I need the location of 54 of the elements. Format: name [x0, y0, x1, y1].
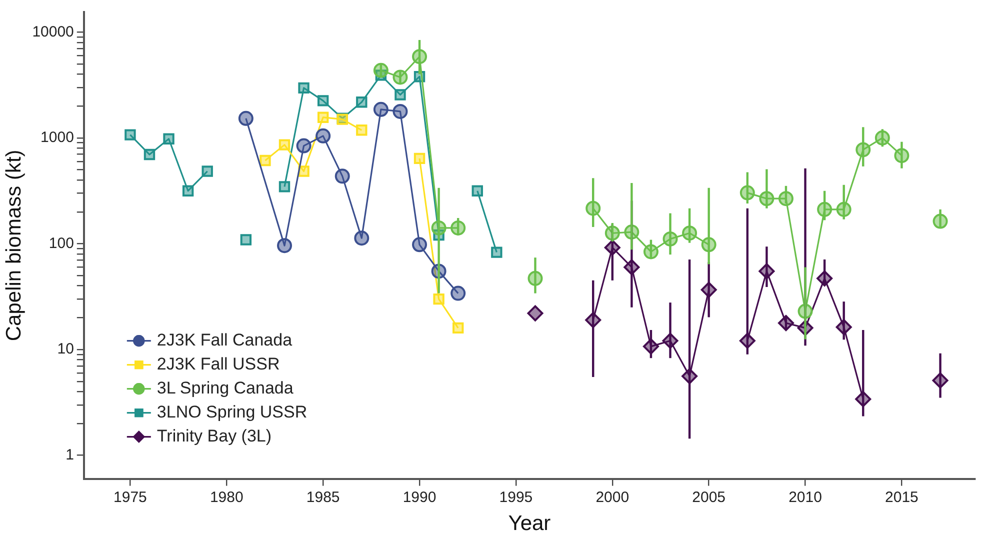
- x-tick-label: 2005: [692, 488, 726, 506]
- y-tick-label: 1000: [40, 129, 74, 146]
- point: [412, 237, 428, 252]
- point: [278, 139, 290, 150]
- y-tick-label: 10000: [32, 23, 74, 40]
- point: [373, 102, 388, 117]
- x-tick-label: 1975: [114, 488, 147, 506]
- point: [296, 138, 312, 154]
- y-tick-label: 10: [57, 340, 74, 358]
- x-tick-label: 2010: [788, 488, 822, 506]
- point: [182, 185, 194, 196]
- point: [240, 234, 252, 246]
- point: [202, 166, 213, 177]
- legend-label: 3L Spring Canada: [156, 378, 294, 398]
- point: [491, 246, 502, 258]
- point: [124, 129, 136, 140]
- point: [334, 168, 350, 184]
- x-tick-label: 2015: [885, 488, 918, 506]
- x-tick-label: 1985: [306, 488, 340, 506]
- point: [433, 293, 444, 305]
- point: [373, 62, 388, 78]
- point: [163, 133, 174, 144]
- point: [298, 82, 310, 94]
- point: [356, 124, 368, 136]
- point: [278, 181, 290, 192]
- y-axis-title: Capelin biomass (kt): [2, 150, 26, 342]
- point: [144, 148, 156, 160]
- point: [238, 110, 254, 126]
- x-tick-label: 1980: [210, 488, 244, 506]
- point: [298, 166, 310, 177]
- point: [260, 154, 271, 166]
- x-tick-label: 2000: [596, 488, 630, 506]
- point: [316, 128, 331, 144]
- point: [527, 305, 544, 322]
- point: [356, 96, 368, 108]
- legend-label: 3LNO Spring USSR: [156, 402, 308, 422]
- point: [450, 286, 466, 301]
- point: [354, 230, 370, 246]
- point: [392, 104, 408, 119]
- legend-label: 2J3K Fall Canada: [156, 330, 293, 350]
- point: [472, 185, 483, 196]
- legend-label: Trinity Bay (3L): [156, 426, 272, 446]
- point: [414, 152, 426, 164]
- x-axis-title: Year: [508, 512, 551, 536]
- y-tick-label: 1: [66, 446, 74, 464]
- point: [317, 112, 329, 123]
- point: [452, 322, 464, 334]
- x-tick-label: 1990: [402, 488, 436, 506]
- point: [317, 95, 329, 106]
- y-tick-label: 100: [48, 234, 74, 252]
- legend-label: 2J3K Fall USSR: [156, 354, 280, 374]
- point: [277, 238, 292, 254]
- x-tick-label: 1995: [499, 488, 533, 506]
- point: [394, 89, 406, 100]
